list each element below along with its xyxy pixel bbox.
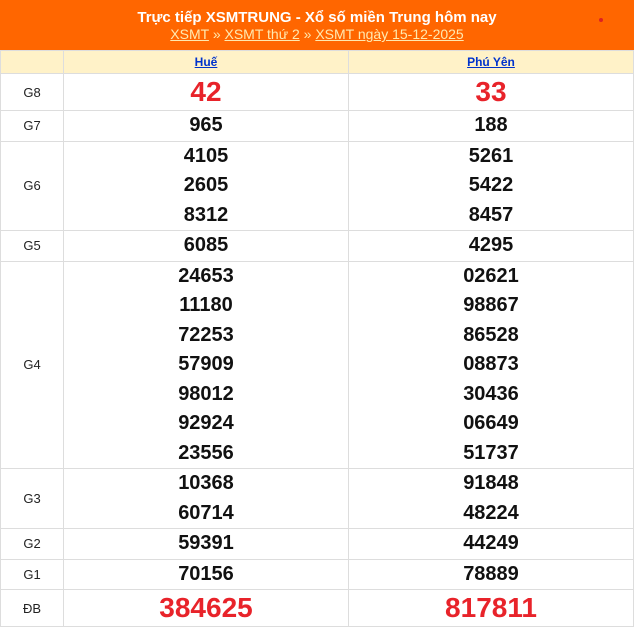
prize-label: G1: [0, 558, 64, 590]
prize-number: 2605: [183, 174, 229, 196]
prize-row-g2: G2 59391 44249: [0, 528, 634, 560]
prize-row-g1: G1 70156 78889: [0, 558, 634, 590]
prize-cell-phuyen: 91848 48224: [348, 468, 634, 529]
prize-cell-phuyen: 02621 98867 86528 08873 30436 06649 51737: [348, 260, 634, 469]
prize-number: 965: [189, 114, 223, 136]
prize-number: 5261: [468, 144, 514, 167]
prize-number: 30436: [463, 382, 519, 405]
prize-number: 06649: [463, 412, 519, 434]
prize-number: 8312: [183, 203, 229, 226]
prize-number: 24653: [178, 264, 234, 287]
prize-number: 08873: [463, 353, 519, 375]
breadcrumb-xsmt[interactable]: XSMT: [170, 26, 209, 42]
breadcrumb-xsmt-thu2[interactable]: XSMT thứ 2: [224, 26, 300, 42]
prize-number: 4295: [468, 234, 514, 256]
prize-cell-phuyen: 33: [348, 73, 634, 111]
prize-cell-phuyen: 44249: [348, 528, 634, 560]
prize-cell-hue: 70156: [63, 558, 349, 590]
prize-row-g5: G5 6085 4295: [0, 230, 634, 262]
prize-number: 23556: [178, 441, 234, 464]
province-link-phu-yen[interactable]: Phú Yên: [467, 55, 515, 69]
prize-number: 6085: [183, 234, 229, 256]
page-header: Trực tiếp XSMTRUNG - Xổ số miền Trung hô…: [0, 0, 634, 50]
prize-number: 72253: [178, 323, 234, 346]
prize-number: 8457: [468, 203, 514, 226]
prize-number: 11180: [179, 294, 233, 316]
prize-label: G2: [0, 528, 64, 560]
prize-cell-phuyen: 4295: [348, 230, 634, 262]
prize-number: 86528: [463, 323, 519, 346]
prize-row-đb: ĐB 384625 817811: [0, 589, 634, 627]
prize-number: 59391: [178, 532, 234, 554]
prize-number: 384625: [159, 592, 253, 623]
breadcrumb: XSMT » XSMT thứ 2 » XSMT ngày 15-12-2025: [0, 26, 634, 43]
prize-cell-phuyen: 817811: [348, 589, 634, 627]
prize-label: ĐB: [0, 589, 64, 627]
breadcrumb-separator: »: [212, 26, 221, 42]
prize-number: 4105: [183, 144, 229, 167]
prize-number: 188: [474, 114, 508, 136]
prize-number: 51737: [463, 441, 519, 464]
prize-cell-hue: 42: [63, 73, 349, 111]
prize-row-g7: G7 965 188: [0, 110, 634, 142]
prize-number: 91848: [463, 472, 519, 494]
prize-number: 817811: [445, 592, 537, 623]
breadcrumb-xsmt-date[interactable]: XSMT ngày 15-12-2025: [315, 26, 464, 42]
prize-cell-hue: 965: [63, 110, 349, 142]
prize-column-header: [0, 50, 64, 74]
prize-label: G4: [0, 260, 64, 469]
prize-label: G5: [0, 230, 64, 262]
live-dot-icon: [599, 18, 603, 22]
results-table: Huế Phú Yên G8 42 33 G7 965 188 G6 4105 2605 8312…: [0, 50, 634, 627]
prize-row-g6: G6 4105 2605 8312 5261 5422 8457: [0, 140, 634, 231]
prize-label: G8: [0, 73, 64, 111]
prize-number: 10368: [178, 472, 234, 494]
prize-cell-hue: 384625: [63, 589, 349, 627]
page-title: Trực tiếp XSMTRUNG - Xổ số miền Trung hô…: [137, 9, 497, 26]
prize-number: 98012: [178, 382, 234, 405]
prize-number: 60714: [178, 501, 234, 524]
prize-cell-hue: 59391: [63, 528, 349, 560]
prize-cell-hue: 4105 2605 8312: [63, 140, 349, 231]
prize-cell-hue: 10368 60714: [63, 468, 349, 529]
prize-cell-phuyen: 5261 5422 8457: [348, 140, 634, 231]
prize-number: 57909: [178, 353, 234, 375]
prize-number: 98867: [463, 294, 519, 316]
prize-number: 33: [475, 76, 507, 107]
prize-label: G3: [0, 468, 64, 529]
prize-number: 48224: [463, 501, 519, 524]
prize-number: 92924: [178, 412, 234, 434]
prize-label: G7: [0, 110, 64, 142]
prize-label: G6: [0, 140, 64, 231]
breadcrumb-separator: »: [303, 26, 312, 42]
prize-number: 44249: [463, 532, 519, 554]
province-link-hue[interactable]: Huế: [194, 55, 218, 69]
prize-cell-phuyen: 78889: [348, 558, 634, 590]
prize-number: 78889: [463, 562, 519, 585]
prize-number: 5422: [468, 174, 514, 196]
prize-number: 70156: [178, 562, 234, 585]
prize-row-g4: G4 24653 11180 72253 57909 98012 92924 23556 026…: [0, 260, 634, 469]
prize-cell-hue: 6085: [63, 230, 349, 262]
prize-number: 42: [190, 76, 222, 107]
prize-cell-hue: 24653 11180 72253 57909 98012 92924 23556: [63, 260, 349, 469]
prize-number: 02621: [463, 264, 519, 287]
prize-cell-phuyen: 188: [348, 110, 634, 142]
prize-row-g3: G3 10368 60714 91848 48224: [0, 468, 634, 529]
prize-row-g8: G8 42 33: [0, 73, 634, 111]
